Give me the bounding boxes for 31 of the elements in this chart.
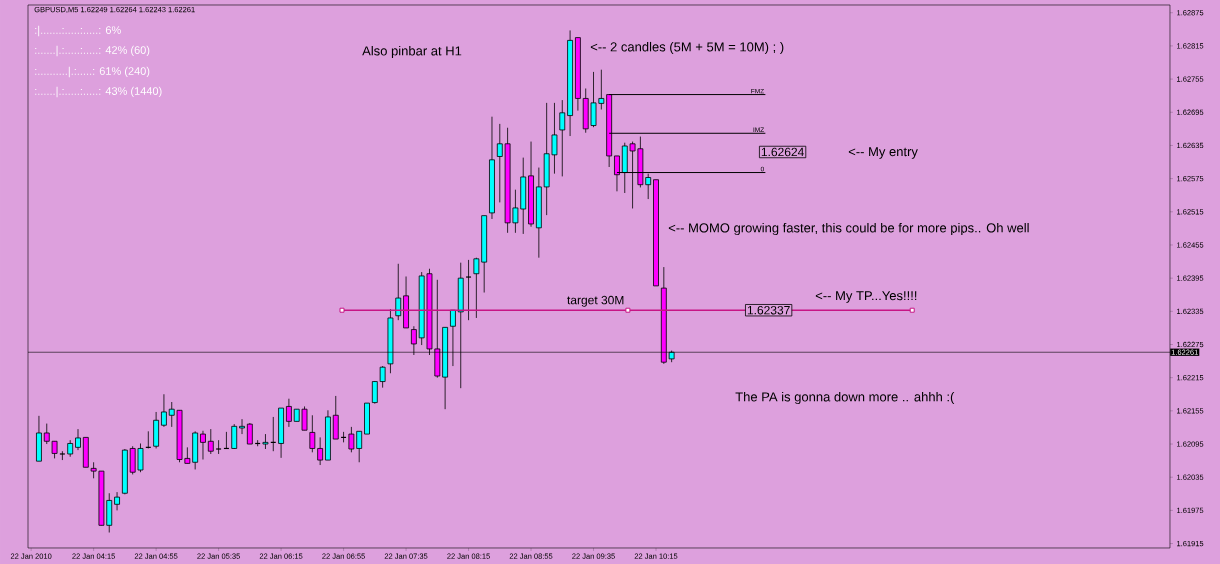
candlestick [231, 423, 238, 450]
candlestick [395, 263, 402, 321]
annotation: :|.......:.....:.....: 6% [35, 25, 121, 37]
annotation: <-- My entry [848, 147, 918, 159]
annotation: Also pinbar at H1 [362, 45, 462, 59]
annotation: :......|.:.....:.....: 42% (60) [35, 45, 150, 57]
candlestick [239, 418, 245, 435]
annotation: <-- My TP...Yes!!!! [815, 291, 917, 303]
candlestick [317, 437, 324, 466]
annotation: <-- MOMO growing faster, this could be for more pips.. Oh well [668, 222, 1029, 236]
candlestick [207, 428, 214, 455]
candlestick [559, 99, 566, 177]
annotation: 1.62624 [761, 147, 804, 157]
candlestick [262, 433, 269, 450]
annotation: The PA is gonna down more .. ahhh :( [735, 391, 955, 405]
annotation: :......|.:.....:.....: 43% (1440) [35, 86, 162, 98]
candlestick [200, 430, 206, 460]
annotation: 1.62337 [747, 305, 790, 315]
candlestick [332, 395, 339, 440]
candlestick [114, 491, 120, 511]
candlestick [286, 398, 292, 428]
annotation: :..........|.:.....: 61% (240) [35, 66, 150, 78]
candlestick [59, 450, 66, 461]
candlestick [465, 259, 472, 321]
series-label: target 30M [567, 295, 624, 307]
candlestick [309, 414, 316, 453]
candlestick [75, 428, 81, 451]
candlestick [215, 439, 222, 455]
annotation: <-- 2 candles (5M + 5M = 10M) ; ) [590, 41, 784, 55]
candlestick [246, 422, 253, 445]
candlestick [161, 393, 167, 428]
